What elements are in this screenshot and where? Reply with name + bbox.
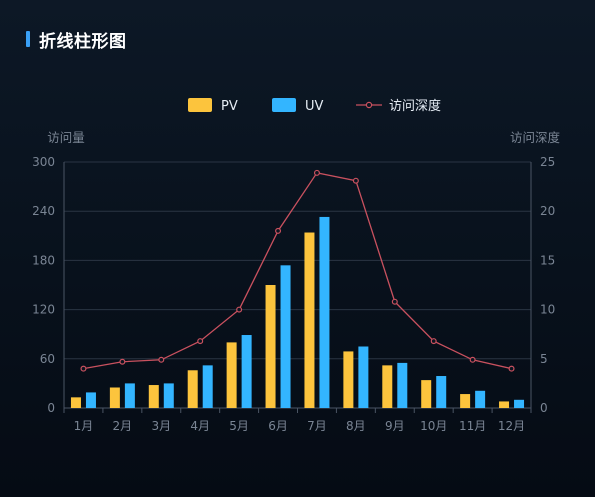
legend-item-1[interactable]: UV xyxy=(272,98,324,114)
x-tick-label: 4月 xyxy=(190,419,210,433)
x-tick-label: 1月 xyxy=(74,419,94,433)
y-right-tick-label: 25 xyxy=(540,155,555,169)
y-right-tick-label: 20 xyxy=(540,204,555,218)
legend-label: UV xyxy=(305,99,324,114)
line-point[interactable] xyxy=(508,365,515,372)
y-right-tick-label: 0 xyxy=(540,401,548,415)
y-left-tick-label: 60 xyxy=(40,352,55,366)
line-point[interactable] xyxy=(197,338,204,345)
y-left-tick-label: 180 xyxy=(32,253,55,267)
x-tick-label: 6月 xyxy=(268,419,288,433)
y-left-tick-label: 240 xyxy=(32,204,55,218)
title-accent-bar xyxy=(26,31,30,47)
bar-uv[interactable] xyxy=(397,362,408,408)
bar-pv[interactable] xyxy=(421,380,432,408)
bar-pv[interactable] xyxy=(187,370,198,408)
bar-uv[interactable] xyxy=(514,399,525,408)
y-right-tick-label: 15 xyxy=(540,253,555,267)
panel-title: 折线柱形图 xyxy=(39,31,127,52)
y-left-tick-label: 120 xyxy=(32,303,55,317)
legend-swatch xyxy=(272,98,296,112)
y-right-tick-label: 5 xyxy=(540,352,548,366)
bar-pv[interactable] xyxy=(343,351,354,408)
bar-pv[interactable] xyxy=(226,342,237,408)
bar-uv[interactable] xyxy=(475,390,486,408)
legend-label: 访问深度 xyxy=(389,98,441,114)
bar-pv[interactable] xyxy=(382,365,393,408)
line-point[interactable] xyxy=(275,227,282,234)
x-tick-label: 2月 xyxy=(113,419,133,433)
line-point[interactable] xyxy=(236,306,243,313)
bar-uv[interactable] xyxy=(202,365,213,408)
y-left-tick-label: 300 xyxy=(32,155,55,169)
bar-uv[interactable] xyxy=(280,265,291,408)
bar-uv[interactable] xyxy=(436,376,447,408)
legend-label: PV xyxy=(221,99,238,114)
y-left-axis-label: 访问量 xyxy=(47,130,85,145)
bar-uv[interactable] xyxy=(358,346,369,409)
bar-pv[interactable] xyxy=(499,401,510,408)
bar-uv[interactable] xyxy=(124,383,135,408)
bar-pv[interactable] xyxy=(265,285,276,408)
line-point[interactable] xyxy=(158,356,165,363)
legend-item-0[interactable]: PV xyxy=(188,98,238,114)
bar-uv[interactable] xyxy=(241,335,252,408)
line-point[interactable] xyxy=(80,365,87,372)
bar-pv[interactable] xyxy=(109,387,120,409)
x-tick-label: 9月 xyxy=(385,419,405,433)
y-right-axis-label: 访问深度 xyxy=(510,130,561,145)
bar-pv[interactable] xyxy=(460,394,471,408)
legend-swatch xyxy=(188,98,212,112)
bar-uv[interactable] xyxy=(85,392,96,408)
line-visit-depth xyxy=(83,172,512,370)
line-point[interactable] xyxy=(430,338,437,345)
line-point[interactable] xyxy=(352,177,359,184)
x-tick-label: 8月 xyxy=(346,419,366,433)
x-tick-label: 12月 xyxy=(498,419,525,433)
panel-header: 折线柱形图 xyxy=(26,28,127,52)
legend: PV UV 访问深度 xyxy=(188,98,441,114)
legend-line-marker xyxy=(365,101,373,109)
line-point[interactable] xyxy=(391,298,398,305)
x-tick-label: 3月 xyxy=(151,419,171,433)
legend-item-2[interactable]: 访问深度 xyxy=(356,98,441,114)
bar-uv[interactable] xyxy=(319,216,330,408)
bar-pv[interactable] xyxy=(70,397,81,408)
bar-pv[interactable] xyxy=(304,232,315,408)
y-right-tick-label: 10 xyxy=(540,303,555,317)
line-point[interactable] xyxy=(313,169,320,176)
x-tick-label: 5月 xyxy=(229,419,249,433)
bar-uv[interactable] xyxy=(163,383,174,408)
y-left-tick-label: 0 xyxy=(47,401,55,415)
x-tick-label: 11月 xyxy=(459,419,486,433)
line-point[interactable] xyxy=(469,356,476,363)
line-point[interactable] xyxy=(119,358,126,365)
x-tick-label: 7月 xyxy=(307,419,327,433)
x-tick-label: 10月 xyxy=(420,419,447,433)
bar-pv[interactable] xyxy=(148,385,159,408)
